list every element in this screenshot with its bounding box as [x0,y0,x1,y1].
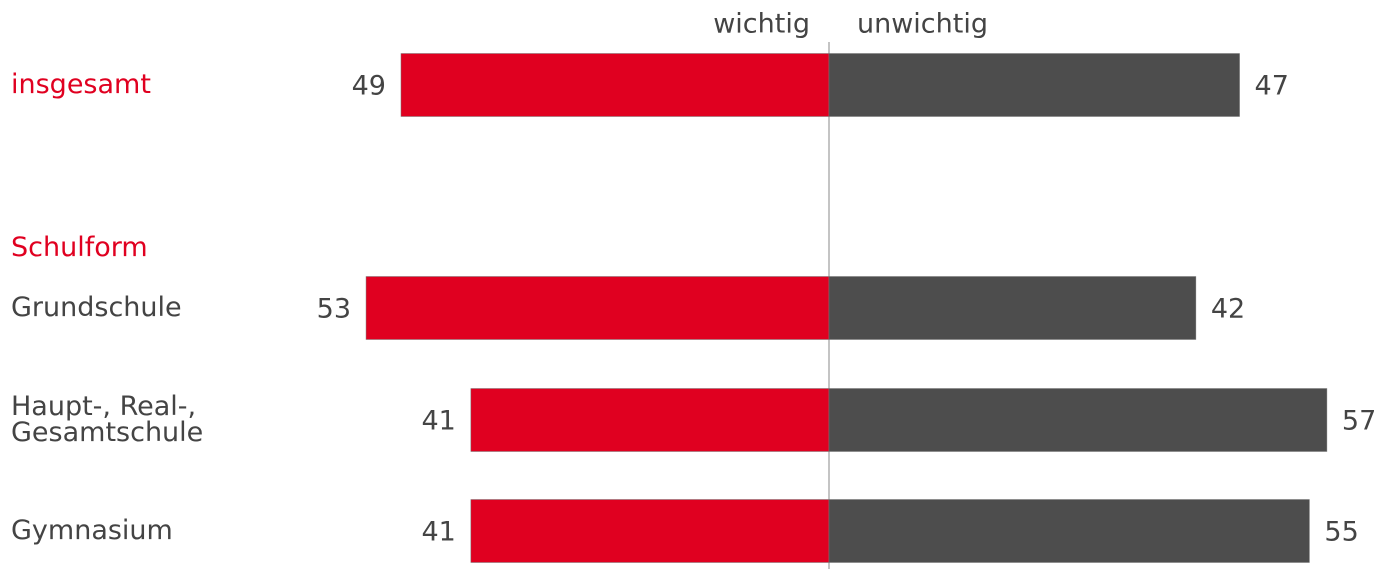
value-label: 41 [422,517,456,548]
bar [828,388,1328,452]
bar [365,276,830,340]
category-label: Grundschule [11,292,182,323]
bar [400,53,830,117]
category-label: Gymnasium [11,515,173,546]
value-label: 53 [317,294,351,325]
section-label: Schulform [11,232,148,263]
value-label: 47 [1255,71,1289,102]
legend-left: wichtig [713,9,810,40]
bar [470,499,830,563]
value-label: 41 [422,406,456,437]
bar [828,53,1240,117]
legend-right: unwichtig [857,9,988,40]
value-label: 42 [1211,294,1245,325]
category-label: Haupt-, Real-, Gesamtschule [11,391,204,448]
value-label: 57 [1342,406,1376,437]
value-label: 55 [1324,517,1358,548]
value-label: 49 [352,71,386,102]
bar [470,388,830,452]
bar [828,499,1310,563]
category-label: insgesamt [11,69,151,100]
bar [828,276,1197,340]
